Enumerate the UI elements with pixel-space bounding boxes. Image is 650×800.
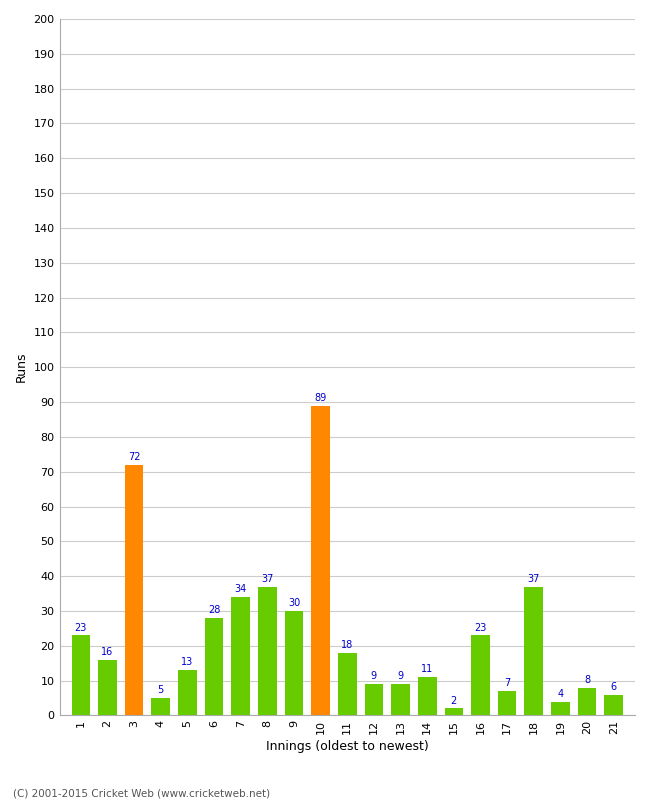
Bar: [285, 611, 304, 715]
Text: 23: 23: [474, 622, 487, 633]
Text: 72: 72: [128, 452, 140, 462]
Y-axis label: Runs: Runs: [15, 352, 28, 382]
Text: 6: 6: [610, 682, 617, 692]
Text: 9: 9: [371, 671, 377, 682]
Text: 9: 9: [398, 671, 404, 682]
Bar: [525, 586, 543, 715]
Text: 18: 18: [341, 640, 354, 650]
Bar: [551, 702, 570, 715]
Bar: [178, 670, 197, 715]
Text: 34: 34: [235, 584, 247, 594]
Text: 5: 5: [158, 686, 164, 695]
Bar: [578, 687, 596, 715]
Bar: [418, 677, 437, 715]
Bar: [98, 660, 117, 715]
Text: (C) 2001-2015 Cricket Web (www.cricketweb.net): (C) 2001-2015 Cricket Web (www.cricketwe…: [13, 788, 270, 798]
Bar: [151, 698, 170, 715]
Text: 16: 16: [101, 647, 114, 657]
Bar: [604, 694, 623, 715]
Text: 13: 13: [181, 658, 194, 667]
Bar: [125, 465, 144, 715]
Text: 23: 23: [75, 622, 87, 633]
Bar: [205, 618, 224, 715]
Bar: [338, 653, 357, 715]
Bar: [258, 586, 277, 715]
Text: 7: 7: [504, 678, 510, 688]
Bar: [471, 635, 490, 715]
Text: 8: 8: [584, 675, 590, 685]
Bar: [365, 684, 384, 715]
Bar: [231, 597, 250, 715]
Text: 30: 30: [288, 598, 300, 608]
Text: 28: 28: [208, 605, 220, 615]
Text: 11: 11: [421, 664, 434, 674]
Bar: [391, 684, 410, 715]
Bar: [445, 709, 463, 715]
Text: 89: 89: [315, 393, 327, 402]
Text: 37: 37: [528, 574, 540, 584]
Bar: [311, 406, 330, 715]
Text: 37: 37: [261, 574, 274, 584]
Bar: [72, 635, 90, 715]
Text: 4: 4: [557, 689, 564, 698]
X-axis label: Innings (oldest to newest): Innings (oldest to newest): [266, 740, 428, 753]
Text: 2: 2: [450, 696, 457, 706]
Bar: [498, 691, 517, 715]
